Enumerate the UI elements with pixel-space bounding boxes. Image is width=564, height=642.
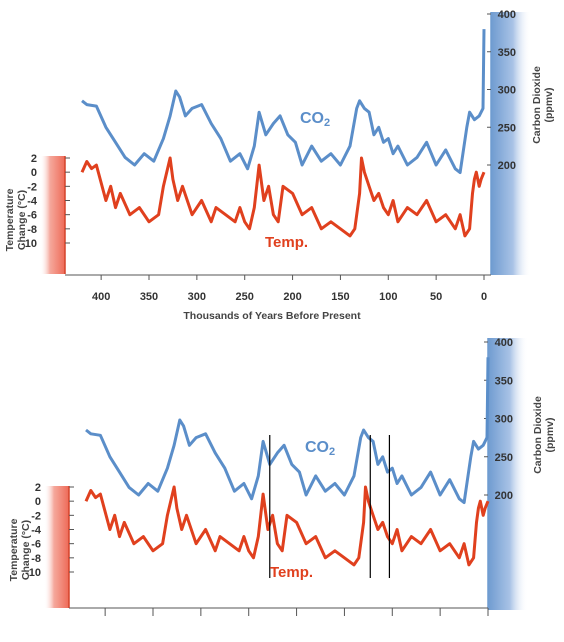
co2-series-line [81, 29, 486, 175]
temperature-series-line [80, 156, 486, 238]
co2-tick-label: 350 [495, 375, 513, 387]
co2-series-label: CO2 [300, 110, 330, 129]
co2-ticks: 400 350 300 250 200 [484, 337, 513, 502]
temperature-series-label: Temp. [265, 234, 308, 251]
temperature-ticks: 2 0 -2 -4 -6 -8 -10 [21, 153, 70, 250]
co2-tick-label: 250 [495, 452, 513, 464]
co2-tick-label: 350 [498, 47, 516, 59]
x-tick-label: 350 [140, 291, 158, 303]
co2-tick-label: 300 [495, 414, 513, 426]
temperature-tick-label: -6 [31, 539, 41, 551]
co2-tick-label: 400 [498, 9, 516, 21]
temperature-tick-label: -8 [31, 553, 41, 565]
x-ticks [104, 608, 489, 616]
temperature-axis-band [40, 156, 65, 274]
temperature-axis-title-line1: Temperature [4, 188, 16, 251]
co2-label-subscript: 2 [324, 117, 330, 129]
co2-axis-title-line2: (ppmv) [544, 418, 556, 453]
co2-axis-title-line2: (ppmv) [543, 88, 555, 123]
x-tick-label: 100 [379, 291, 397, 303]
co2-tick-label: 200 [498, 160, 516, 172]
co2-axis-band [488, 338, 528, 610]
co2-axis-band [491, 12, 531, 275]
temperature-tick-label: 0 [31, 167, 37, 179]
temperature-series-line [84, 485, 490, 567]
co2-tick-label: 250 [498, 122, 516, 134]
co2-ticks: 400 350 300 250 200 [487, 9, 516, 172]
temperature-tick-label: 2 [35, 482, 41, 494]
temperature-tick-label: -10 [25, 567, 41, 579]
temperature-tick-label: 2 [31, 153, 37, 165]
temperature-tick-label: -4 [31, 525, 42, 537]
x-tick-label: 250 [236, 291, 254, 303]
co2-series-label: CO2 [305, 439, 335, 458]
temperature-tick-label: -6 [27, 210, 37, 222]
x-tick-label: 0 [481, 291, 487, 303]
co2-label-text: CO [305, 439, 329, 456]
co2-series-line [85, 357, 490, 505]
temperature-tick-label: -4 [27, 196, 38, 208]
bottom-chart: 2 0 -2 -4 -6 -8 -10 400 350 300 250 200 Temperatur… [8, 337, 556, 616]
co2-label-subscript: 2 [329, 446, 335, 458]
temperature-tick-label: -2 [31, 510, 41, 522]
co2-axis-title-line1: Carbon Dioxide [532, 396, 544, 474]
temperature-ticks: 2 0 -2 -4 -6 -8 -10 [25, 482, 74, 579]
temperature-tick-label: -10 [21, 238, 37, 250]
temperature-tick-label: 0 [35, 496, 41, 508]
x-tick-label: 200 [283, 291, 301, 303]
temperature-axis-title-line2: Change (°C) [20, 520, 32, 580]
co2-label-text: CO [300, 110, 324, 127]
x-ticks: 400 350 300 250 200 150 100 50 0 [92, 275, 487, 303]
x-tick-label: 50 [430, 291, 442, 303]
temperature-series-label: Temp. [270, 564, 313, 581]
co2-tick-label: 300 [498, 85, 516, 97]
x-axis-title: Thousands of Years Before Present [183, 310, 361, 322]
co2-tick-label: 200 [495, 490, 513, 502]
x-tick-label: 150 [331, 291, 349, 303]
temperature-axis-title-line1: Temperature [8, 518, 20, 581]
temperature-tick-label: -2 [27, 181, 37, 193]
temperature-tick-label: -8 [27, 224, 37, 236]
marker-lines [269, 435, 391, 578]
x-tick-label: 400 [92, 291, 110, 303]
temperature-axis-title-line2: Change (°C) [16, 190, 28, 250]
co2-tick-label: 400 [495, 337, 513, 349]
x-tick-label: 300 [188, 291, 206, 303]
co2-axis-title-line1: Carbon Dioxide [531, 66, 543, 144]
temperature-axis-band [44, 486, 69, 608]
